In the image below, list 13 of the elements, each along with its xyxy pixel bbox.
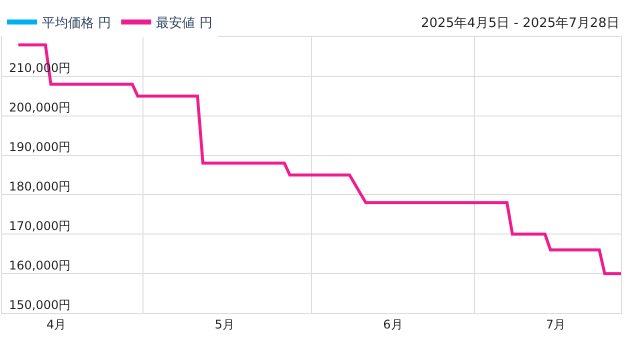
y-tick-label: 150,000円 <box>8 298 71 312</box>
legend-label: 平均価格 円 <box>42 16 112 32</box>
x-tick-label: 5月 <box>214 317 234 332</box>
x-tick-label: 6月 <box>383 317 403 332</box>
y-tick-label: 200,000円 <box>8 100 71 115</box>
y-tick-label: 160,000円 <box>8 258 71 272</box>
text: 2025年4月5日 - 2025年7月28日 <box>421 16 620 31</box>
x-tick-label: 7月 <box>546 317 566 332</box>
x-tick-label: 4月 <box>46 317 66 332</box>
legend-label: 最安値 円 <box>156 15 212 32</box>
y-tick-label: 170,000円 <box>8 218 71 233</box>
y-tick-label: 190,000円 <box>8 140 71 154</box>
y-tick-label: 180,000円 <box>8 180 71 194</box>
